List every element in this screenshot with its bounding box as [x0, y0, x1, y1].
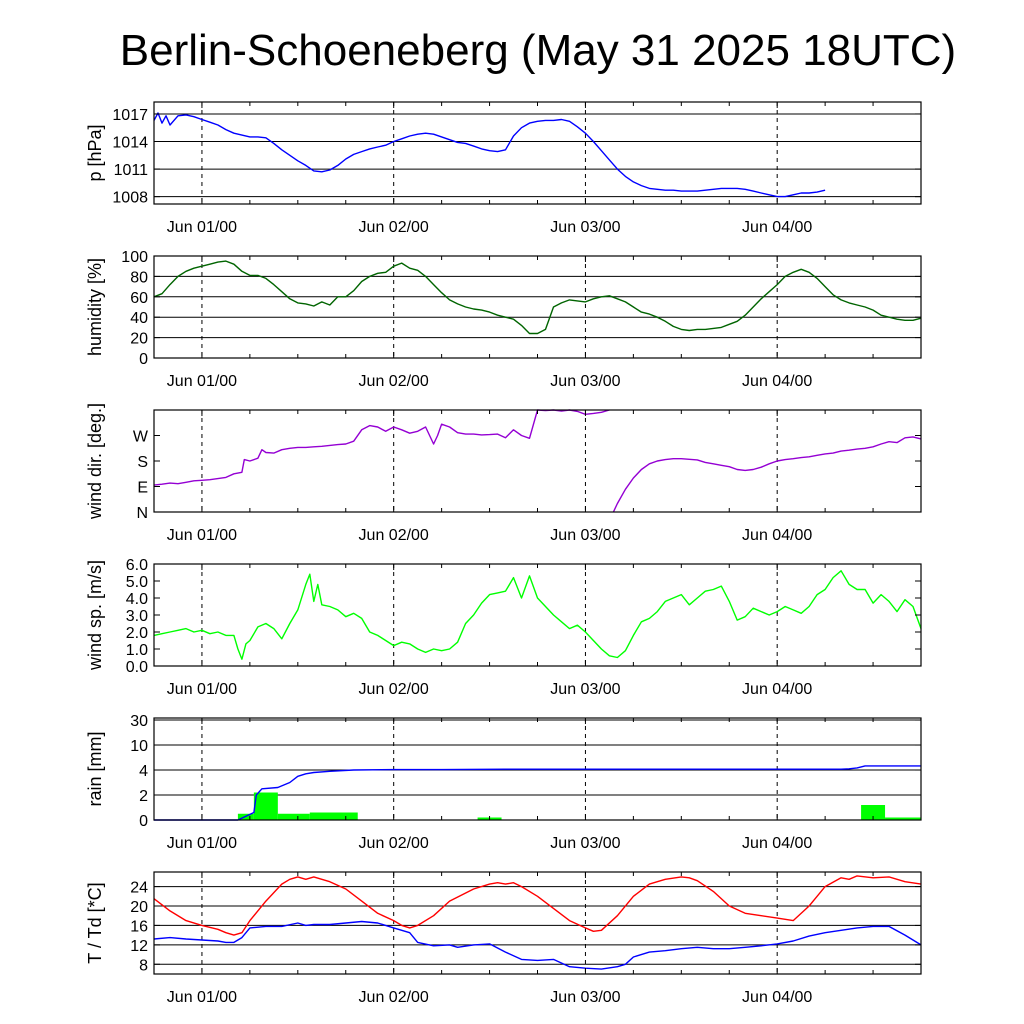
wind-speed-x-tick-label: Jun 02/00 — [359, 681, 429, 698]
humidity-x-tick-label: Jun 01/00 — [167, 373, 237, 390]
temperature-y-tick-label: 20 — [130, 899, 148, 916]
temperature-line — [153, 875, 922, 936]
rain-bar — [277, 813, 310, 820]
pressure-y-tick-label: 1017 — [112, 107, 148, 124]
humidity-x-tick-label: Jun 04/00 — [742, 373, 812, 390]
wind-dir-axis-title: wind dir. [deg.] — [85, 403, 105, 520]
temperature-panel: 8 12 16 20 24 Jun 01/00 Jun 02/00 Jun 03/00 Jun … — [85, 871, 922, 1006]
pressure-line — [153, 112, 826, 198]
pressure-y-tick-label: 1008 — [112, 190, 148, 207]
rain-bar — [309, 812, 358, 820]
pressure-panel: 1008 1011 1014 1017 Jun 01/00 Jun 02/00 Jun 03… — [85, 101, 922, 236]
rain-x-tick-label: Jun 04/00 — [742, 835, 812, 852]
rain-accum-line — [154, 765, 921, 821]
wind-speed-x-tick-label: Jun 01/00 — [167, 681, 237, 698]
pressure-y-tick-label: 1014 — [112, 135, 148, 152]
temperature-y-tick-label: 24 — [130, 880, 148, 897]
temperature-frame — [153, 871, 922, 975]
rain-x-tick-label: Jun 02/00 — [359, 835, 429, 852]
pressure-x-tick-label: Jun 03/00 — [550, 219, 620, 236]
wind-dir-y-tick-label: N — [136, 505, 148, 522]
humidity-y-tick-label: 80 — [130, 269, 148, 286]
wind-speed-panel: 0.01.02.03.04.05.06.0 Jun 01/00 Jun 02/00 J… — [85, 557, 922, 698]
rain-panel: 0 2 4 10 30 Jun 01/00 Jun 02/00 Jun 03/00 Jun 04… — [85, 713, 922, 852]
rain-bar — [861, 805, 886, 820]
wind-speed-frame — [153, 563, 922, 667]
wind-dir-y-tick-label: E — [137, 480, 148, 497]
wind-speed-y-tick-label: 6.0 — [126, 557, 148, 574]
humidity-y-tick-label: 100 — [121, 249, 148, 266]
humidity-y-tick-label: 60 — [130, 290, 148, 307]
pressure-x-tick-label: Jun 04/00 — [742, 219, 812, 236]
wind-speed-y-tick-label: 5.0 — [126, 574, 148, 591]
wind-dir-y-tick-label: W — [133, 429, 149, 446]
wind-speed-x-tick-label: Jun 03/00 — [550, 681, 620, 698]
wind-dir-x-tick-label: Jun 01/00 — [167, 527, 237, 544]
temperature-y-tick-label: 16 — [130, 918, 148, 935]
temperature-axis-title: T / Td [*C] — [85, 882, 105, 963]
rain-y-tick-label: 4 — [139, 763, 148, 780]
humidity-y-tick-label: 0 — [139, 351, 148, 368]
rain-bar — [885, 817, 921, 820]
pressure-x-tick-label: Jun 01/00 — [167, 219, 237, 236]
wind-speed-line — [153, 570, 922, 660]
wind-speed-y-tick-label: 2.0 — [126, 625, 148, 642]
temperature-x-tick-label: Jun 02/00 — [359, 989, 429, 1006]
humidity-line — [153, 260, 922, 335]
pressure-axis-title: p [hPa] — [85, 124, 105, 181]
humidity-x-tick-label: Jun 03/00 — [550, 373, 620, 390]
rain-y-tick-label: 0 — [139, 813, 148, 830]
wind-dir-line — [153, 409, 610, 486]
wind-speed-y-tick-label: 4.0 — [126, 591, 148, 608]
wind-dir-x-tick-label: Jun 04/00 — [742, 527, 812, 544]
rain-axis-title: rain [mm] — [85, 731, 105, 806]
temperature-x-tick-label: Jun 04/00 — [742, 989, 812, 1006]
temperature-y-tick-label: 8 — [139, 957, 148, 974]
chart-title: Berlin-Schoeneberg (May 31 2025 18UTC) — [119, 26, 957, 75]
humidity-y-tick-label: 40 — [130, 310, 148, 327]
wind-speed-y-tick-label: 3.0 — [126, 608, 148, 625]
rain-y-tick-label: 30 — [130, 713, 148, 730]
rain-bar — [253, 792, 278, 820]
temperature-x-tick-label: Jun 03/00 — [550, 989, 620, 1006]
rain-y-tick-label: 10 — [130, 738, 148, 755]
temperature-x-tick-label: Jun 01/00 — [167, 989, 237, 1006]
temperature-y-tick-label: 12 — [130, 938, 148, 955]
wind-dir-x-tick-label: Jun 02/00 — [359, 527, 429, 544]
pressure-y-tick-label: 1011 — [114, 162, 149, 179]
wind-speed-axis-title: wind sp. [m/s] — [85, 560, 105, 671]
rain-x-tick-label: Jun 01/00 — [167, 835, 237, 852]
humidity-axis-title: humidity [%] — [85, 258, 105, 356]
pressure-x-tick-label: Jun 02/00 — [359, 219, 429, 236]
humidity-y-tick-label: 20 — [130, 331, 148, 348]
humidity-x-tick-label: Jun 02/00 — [359, 373, 429, 390]
wind-dir-y-tick-label: S — [137, 454, 148, 471]
rain-x-tick-label: Jun 03/00 — [550, 835, 620, 852]
dewpoint-line — [153, 920, 922, 970]
wind-dir-line — [612, 436, 922, 513]
wind-speed-y-tick-label: 0.0 — [126, 659, 148, 676]
wind-speed-y-tick-label: 1.0 — [126, 642, 148, 659]
wind-dir-frame — [153, 409, 922, 513]
wind-dir-x-tick-label: Jun 03/00 — [550, 527, 620, 544]
pressure-frame — [153, 101, 922, 205]
wind-speed-x-tick-label: Jun 04/00 — [742, 681, 812, 698]
rain-y-tick-label: 2 — [139, 788, 148, 805]
humidity-panel: 0 20 40 60 80 100 Jun 01/00 Jun 02/00 Jun 03/00 J… — [85, 249, 922, 390]
